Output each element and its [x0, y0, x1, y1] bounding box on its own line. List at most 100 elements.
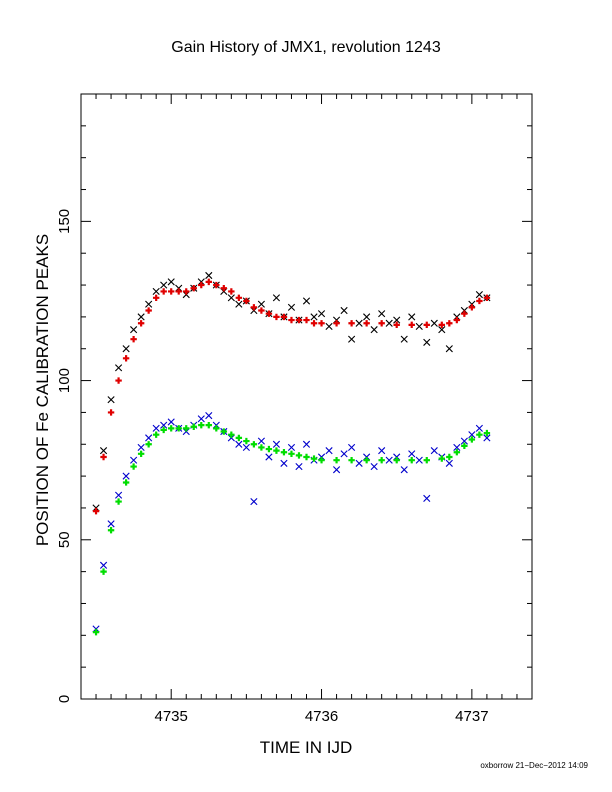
data-point-series-2 [400, 466, 408, 474]
data-point-series-4 [310, 455, 318, 462]
data-point-series-3 [115, 377, 122, 384]
data-point-series-3 [213, 281, 220, 289]
data-point-series-2 [242, 443, 250, 452]
data-point-series-4 [228, 431, 235, 438]
data-point-series-1 [393, 316, 401, 324]
data-point-series-1 [445, 345, 453, 353]
data-point-series-4 [235, 434, 243, 442]
data-point-series-1 [438, 326, 446, 334]
data-point-series-2 [408, 450, 416, 458]
data-point-series-2 [460, 437, 468, 445]
data-point-series-4 [152, 431, 160, 438]
data-point-series-1 [378, 310, 386, 318]
data-point-series-2 [265, 453, 273, 461]
data-point-series-4 [137, 450, 145, 458]
data-point-series-3 [273, 313, 280, 321]
data-point-series-3 [198, 281, 205, 289]
data-point-series-2 [205, 412, 213, 420]
data-point-series-3 [265, 310, 273, 317]
data-point-series-1 [205, 271, 213, 280]
data-point-series-2 [250, 497, 258, 506]
data-point-series-1 [348, 335, 356, 343]
data-point-series-3 [100, 453, 107, 461]
data-point-series-4 [476, 431, 483, 438]
data-point-series-4 [303, 453, 310, 461]
data-point-series-4 [408, 456, 415, 464]
data-point-series-1 [302, 297, 311, 305]
data-point-series-2 [475, 424, 483, 432]
data-point-series-2 [160, 421, 168, 429]
data-point-series-1 [408, 313, 416, 321]
data-point-series-3 [145, 307, 152, 314]
data-point-series-1 [152, 287, 160, 296]
data-point-series-2 [287, 443, 296, 452]
data-point-series-1 [227, 294, 235, 302]
data-point-series-3 [190, 285, 197, 292]
data-point-series-4 [265, 445, 273, 453]
data-point-series-4 [258, 444, 265, 451]
data-point-series-4 [92, 628, 100, 636]
data-point-series-1 [257, 300, 265, 308]
chart-title: Gain History of JMX1, revolution 1243 [171, 39, 441, 56]
data-point-series-3 [288, 316, 295, 324]
data-point-series-4 [250, 441, 258, 448]
data-point-series-3 [423, 321, 430, 329]
x-tick-label: 4737 [455, 708, 488, 725]
data-point-series-1 [340, 306, 348, 315]
data-point-series-4 [100, 568, 107, 575]
data-point-series-3 [408, 321, 415, 329]
data-point-series-3 [295, 316, 303, 324]
data-point-series-3 [92, 507, 100, 515]
data-point-series-3 [137, 320, 145, 327]
data-point-series-4 [168, 425, 175, 432]
x-tick-label: 4736 [305, 708, 338, 725]
data-point-series-4 [468, 436, 476, 443]
data-point-series-3 [168, 288, 175, 295]
data-point-series-3 [363, 320, 370, 327]
data-point-series-4 [288, 450, 295, 458]
axis-ticks: 0 50 100 150 4735 4736 4737 [56, 93, 533, 725]
data-point-series-2 [355, 459, 363, 467]
x-tick-label: 4735 [155, 708, 188, 725]
data-point-series-3 [378, 320, 385, 327]
data-point-series-2 [114, 491, 123, 499]
data-point-series-3 [310, 320, 318, 327]
data-point-series-2 [332, 466, 341, 474]
y-tick-label: 0 [56, 695, 73, 703]
data-point-series-1 [287, 303, 296, 311]
data-point-series-2 [99, 561, 108, 569]
data-point-series-3 [175, 288, 182, 295]
data-point-series-4 [122, 479, 130, 486]
data-point-series-1 [167, 278, 175, 286]
data-point-series-4 [145, 441, 152, 448]
data-point-series-4 [333, 456, 340, 464]
data-point-series-2 [107, 520, 115, 528]
data-point-series-4 [461, 442, 468, 450]
data-point-series-2 [280, 459, 288, 467]
data-point-series-1 [423, 338, 431, 346]
data-point-series-2 [137, 443, 145, 452]
data-point-series-1 [400, 335, 408, 343]
data-point-series-3 [318, 320, 325, 327]
data-point-series-4 [318, 456, 325, 464]
data-marks [92, 271, 491, 636]
data-point-series-3 [393, 321, 400, 329]
data-point-series-4 [363, 456, 370, 464]
data-point-series-4 [175, 425, 182, 432]
data-point-series-4 [213, 425, 220, 432]
data-point-series-1 [107, 396, 115, 404]
data-point-series-1 [370, 326, 378, 334]
data-point-series-3 [258, 307, 265, 314]
data-point-series-2 [378, 447, 386, 455]
data-point-series-3 [333, 320, 340, 327]
data-point-series-2 [302, 440, 311, 448]
data-point-series-4 [446, 453, 453, 461]
data-point-series-4 [107, 527, 115, 534]
data-point-series-4 [190, 423, 197, 430]
data-point-series-2 [145, 434, 153, 442]
data-point-series-1 [145, 300, 153, 308]
data-point-series-1 [235, 300, 243, 308]
data-point-series-3 [303, 316, 310, 324]
data-point-series-2 [468, 431, 476, 439]
data-point-series-3 [250, 304, 258, 311]
